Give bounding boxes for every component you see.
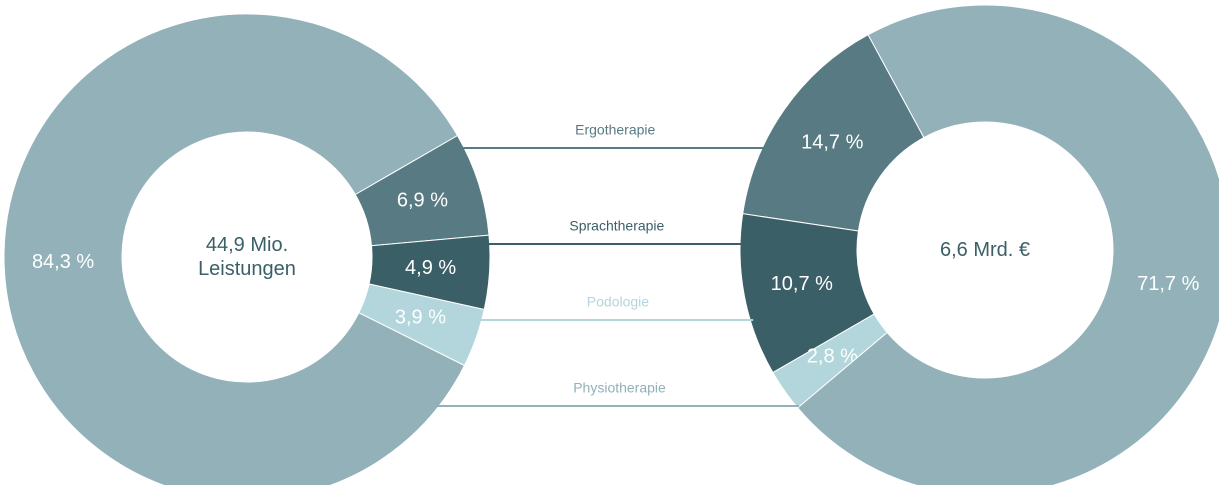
value-label: 14,7 % xyxy=(801,131,863,153)
value-label: 3,9 % xyxy=(395,307,446,329)
donut-segment xyxy=(3,13,466,485)
donut-segment xyxy=(742,34,925,232)
value-label: 6,9 % xyxy=(397,190,448,212)
donut-segment xyxy=(772,313,888,409)
category-label: Sprachtherapie xyxy=(569,218,664,234)
value-label: 84,3 % xyxy=(32,251,94,273)
category-label: Ergotherapie xyxy=(575,122,655,138)
value-label: 71,7 % xyxy=(1137,273,1199,295)
category-label: Podologie xyxy=(587,294,649,310)
center-label: 6,6 Mrd. € xyxy=(939,239,1031,261)
value-label: 2,8 % xyxy=(807,345,858,367)
center-label: 44,9 Mio. Leistungen xyxy=(198,234,296,280)
value-label: 4,9 % xyxy=(405,257,456,279)
donut-segment xyxy=(796,4,1219,485)
category-label: Physiotherapie xyxy=(573,380,666,396)
value-label: 10,7 % xyxy=(771,273,833,295)
